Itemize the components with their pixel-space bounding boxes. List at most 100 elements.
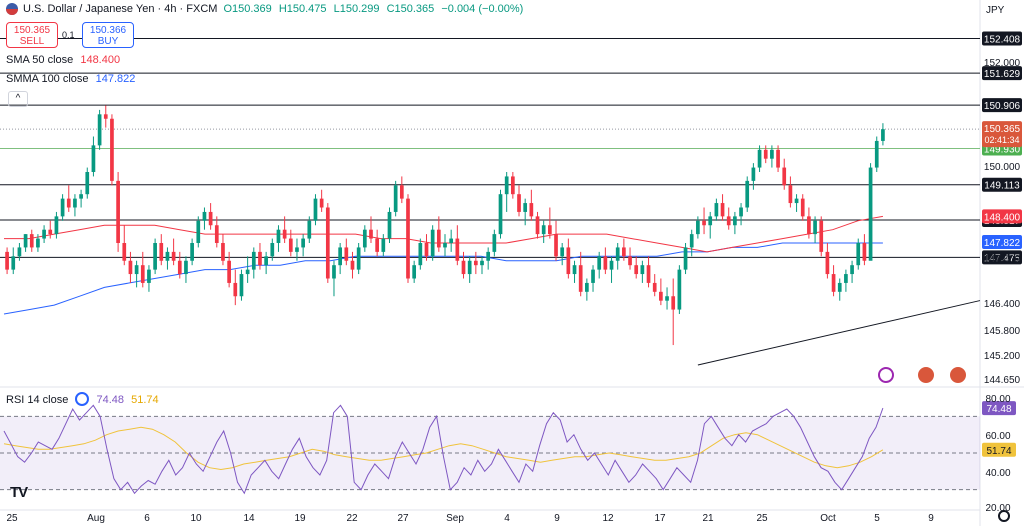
collapse-legend-button[interactable]: ^ — [8, 91, 28, 107]
rsi-tick-label: 40.00 — [985, 468, 1010, 479]
price-tick-label: 145.800 — [984, 326, 1021, 337]
candle-body — [227, 260, 231, 283]
candle-body — [831, 274, 836, 292]
buy-button[interactable]: 150.366 BUY — [82, 22, 134, 48]
candle-body — [184, 260, 188, 275]
currency-label[interactable]: JPY — [986, 5, 1005, 16]
buy-price: 150.366 — [89, 25, 127, 36]
candle-body — [418, 243, 423, 266]
us-event-flag-icon[interactable] — [918, 367, 934, 383]
candle-body — [202, 211, 207, 221]
gear-icon[interactable] — [998, 510, 1010, 522]
candle-body — [159, 243, 164, 261]
resistance-152408-tag — [982, 31, 1022, 46]
time-tick-label: 12 — [602, 513, 614, 524]
candle-body — [782, 167, 787, 186]
rsi-value: 74.48 — [96, 394, 125, 406]
time-tick-label: 10 — [190, 513, 202, 524]
level-149113-label: 149.113 — [984, 181, 1020, 192]
level-149113-tag — [982, 177, 1022, 192]
candle-body — [634, 265, 639, 275]
candle-body — [282, 229, 287, 239]
candle-body — [652, 282, 657, 292]
time-tick-label: 5 — [874, 513, 880, 524]
candle-body — [455, 238, 460, 261]
sma50-price-tag — [982, 209, 1022, 224]
candle-body — [640, 265, 645, 275]
price-tick-label: 150.000 — [984, 162, 1021, 173]
rsi-tick-label: 60.00 — [985, 431, 1010, 442]
candle-body — [708, 216, 713, 226]
resistance-150906-tag — [982, 98, 1022, 113]
candle-body — [720, 203, 725, 217]
candle-body — [338, 247, 342, 266]
candle-body — [140, 265, 145, 283]
us-event-flag-icon-2[interactable] — [950, 367, 966, 383]
time-tick-label: 14 — [243, 513, 255, 524]
symbol-title[interactable]: U.S. Dollar / Japanese Yen · 4h · FXCM — [23, 3, 218, 15]
candle-body — [270, 243, 275, 257]
candle-body — [190, 243, 194, 261]
candle-body — [689, 234, 694, 248]
candle-body — [615, 247, 620, 261]
rsi-ma-tag-label: 51.74 — [986, 446, 1011, 457]
candle-body — [362, 229, 367, 248]
time-tick-label: 9 — [928, 513, 934, 524]
candle-body — [603, 256, 608, 270]
sell-button[interactable]: 150.365 SELL — [6, 22, 58, 48]
rsi-value-tag-label: 74.48 — [986, 404, 1011, 415]
price-tick-label: 152.000 — [984, 58, 1021, 69]
candle-body — [874, 140, 879, 168]
ascending-trendline[interactable] — [697, 300, 981, 366]
candle-body — [313, 198, 318, 221]
time-tick-label: Aug — [87, 513, 105, 524]
rsi-legend[interactable]: RSI 14 close 74.48 51.74 — [6, 392, 159, 406]
resistance-152408-label: 152.408 — [984, 35, 1021, 46]
candle-body — [288, 238, 293, 252]
candle-body — [449, 238, 454, 243]
candle-body — [683, 247, 688, 270]
time-tick-label: 9 — [554, 513, 560, 524]
candle-body — [66, 198, 71, 208]
trendline-group[interactable] — [697, 300, 981, 366]
candle-body — [344, 247, 349, 261]
candle-body — [122, 243, 127, 261]
candle-body — [825, 251, 830, 275]
candle-body — [116, 180, 120, 243]
rsi-tick-label: 80.00 — [985, 394, 1010, 405]
candle-body — [517, 194, 521, 212]
candle-body — [91, 145, 96, 172]
candle-body — [597, 256, 602, 270]
candle-body — [554, 234, 558, 257]
ohlc-readout: O150.369 H150.475 L150.299 C150.365 −0.0… — [223, 3, 527, 15]
candle-body — [295, 247, 299, 252]
time-tick-label: 19 — [294, 513, 306, 524]
level-147475-tag — [982, 250, 1022, 265]
rsi-ma-line — [3, 426, 884, 471]
rsi-tick-label: 20.00 — [985, 503, 1010, 514]
candle-body — [473, 260, 478, 266]
candle-body — [165, 251, 170, 261]
candle-body — [97, 114, 102, 146]
candle-body — [566, 247, 571, 275]
candle-body — [461, 260, 466, 275]
candle-body — [572, 265, 577, 275]
candle-body — [387, 211, 392, 239]
axes: 152.000 150.000 147.000 146.400 145.800 145.2… — [6, 58, 1020, 524]
candle-body — [529, 203, 534, 217]
lightning-icon[interactable] — [878, 367, 894, 383]
rsi-pane: 74.48 51.74 — [0, 401, 1016, 495]
candle-body — [11, 256, 16, 270]
symbol-header[interactable]: U.S. Dollar / Japanese Yen · 4h · FXCM O… — [6, 3, 527, 15]
candle-body — [436, 229, 441, 248]
time-tick-label: 27 — [397, 513, 409, 524]
candle-body — [523, 203, 528, 212]
candle-body — [325, 207, 330, 279]
smma100-legend[interactable]: SMMA 100 close 147.822 — [6, 73, 135, 85]
candle-body — [659, 291, 663, 301]
candle-body — [776, 149, 780, 168]
candle-body — [208, 211, 213, 226]
sma50-legend[interactable]: SMA 50 close 148.400 — [6, 54, 120, 66]
candle-body — [535, 216, 540, 235]
